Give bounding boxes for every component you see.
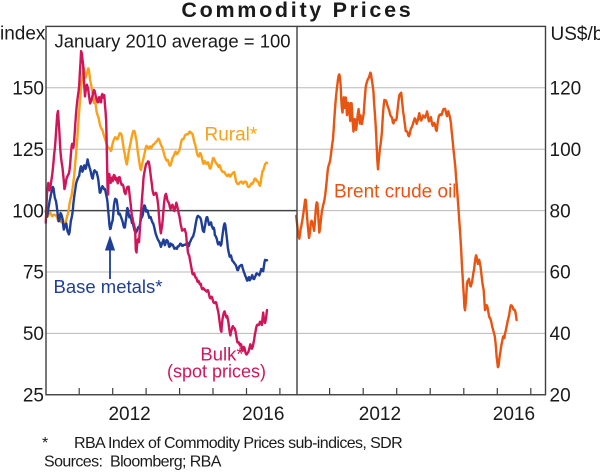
svg-text:January 2010 average = 100: January 2010 average = 100 bbox=[55, 30, 291, 51]
svg-text:RBA Index of Commodity Prices: RBA Index of Commodity Prices sub-indice… bbox=[74, 435, 402, 452]
svg-text:150: 150 bbox=[12, 79, 44, 100]
svg-text:25: 25 bbox=[23, 385, 44, 406]
svg-text:2012: 2012 bbox=[359, 404, 401, 425]
svg-text:*: * bbox=[42, 435, 48, 452]
svg-text:Base metals*: Base metals* bbox=[54, 276, 163, 297]
svg-text:60: 60 bbox=[550, 263, 571, 284]
svg-text:100: 100 bbox=[12, 201, 44, 222]
svg-text:2016: 2016 bbox=[493, 404, 535, 425]
svg-text:20: 20 bbox=[550, 385, 571, 406]
svg-text:Rural*: Rural* bbox=[205, 125, 258, 146]
svg-text:120: 120 bbox=[550, 79, 582, 100]
svg-text:Brent crude oil: Brent crude oil bbox=[334, 182, 457, 203]
svg-text:2016: 2016 bbox=[242, 404, 284, 425]
svg-text:50: 50 bbox=[23, 324, 44, 345]
svg-text:index: index bbox=[0, 24, 46, 45]
svg-text:Sources: Bloomberg; RBA: Sources: Bloomberg; RBA bbox=[44, 453, 222, 470]
svg-text:100: 100 bbox=[550, 140, 582, 161]
svg-text:75: 75 bbox=[23, 263, 44, 284]
svg-text:US$/b: US$/b bbox=[551, 24, 600, 45]
svg-text:125: 125 bbox=[12, 140, 44, 161]
svg-text:2012: 2012 bbox=[108, 404, 150, 425]
svg-text:Commodity Prices: Commodity Prices bbox=[181, 0, 413, 22]
svg-text:Bulk*: Bulk* bbox=[200, 343, 243, 364]
svg-text:40: 40 bbox=[550, 324, 571, 345]
svg-text:(spot prices): (spot prices) bbox=[167, 361, 266, 381]
svg-text:80: 80 bbox=[550, 201, 571, 222]
